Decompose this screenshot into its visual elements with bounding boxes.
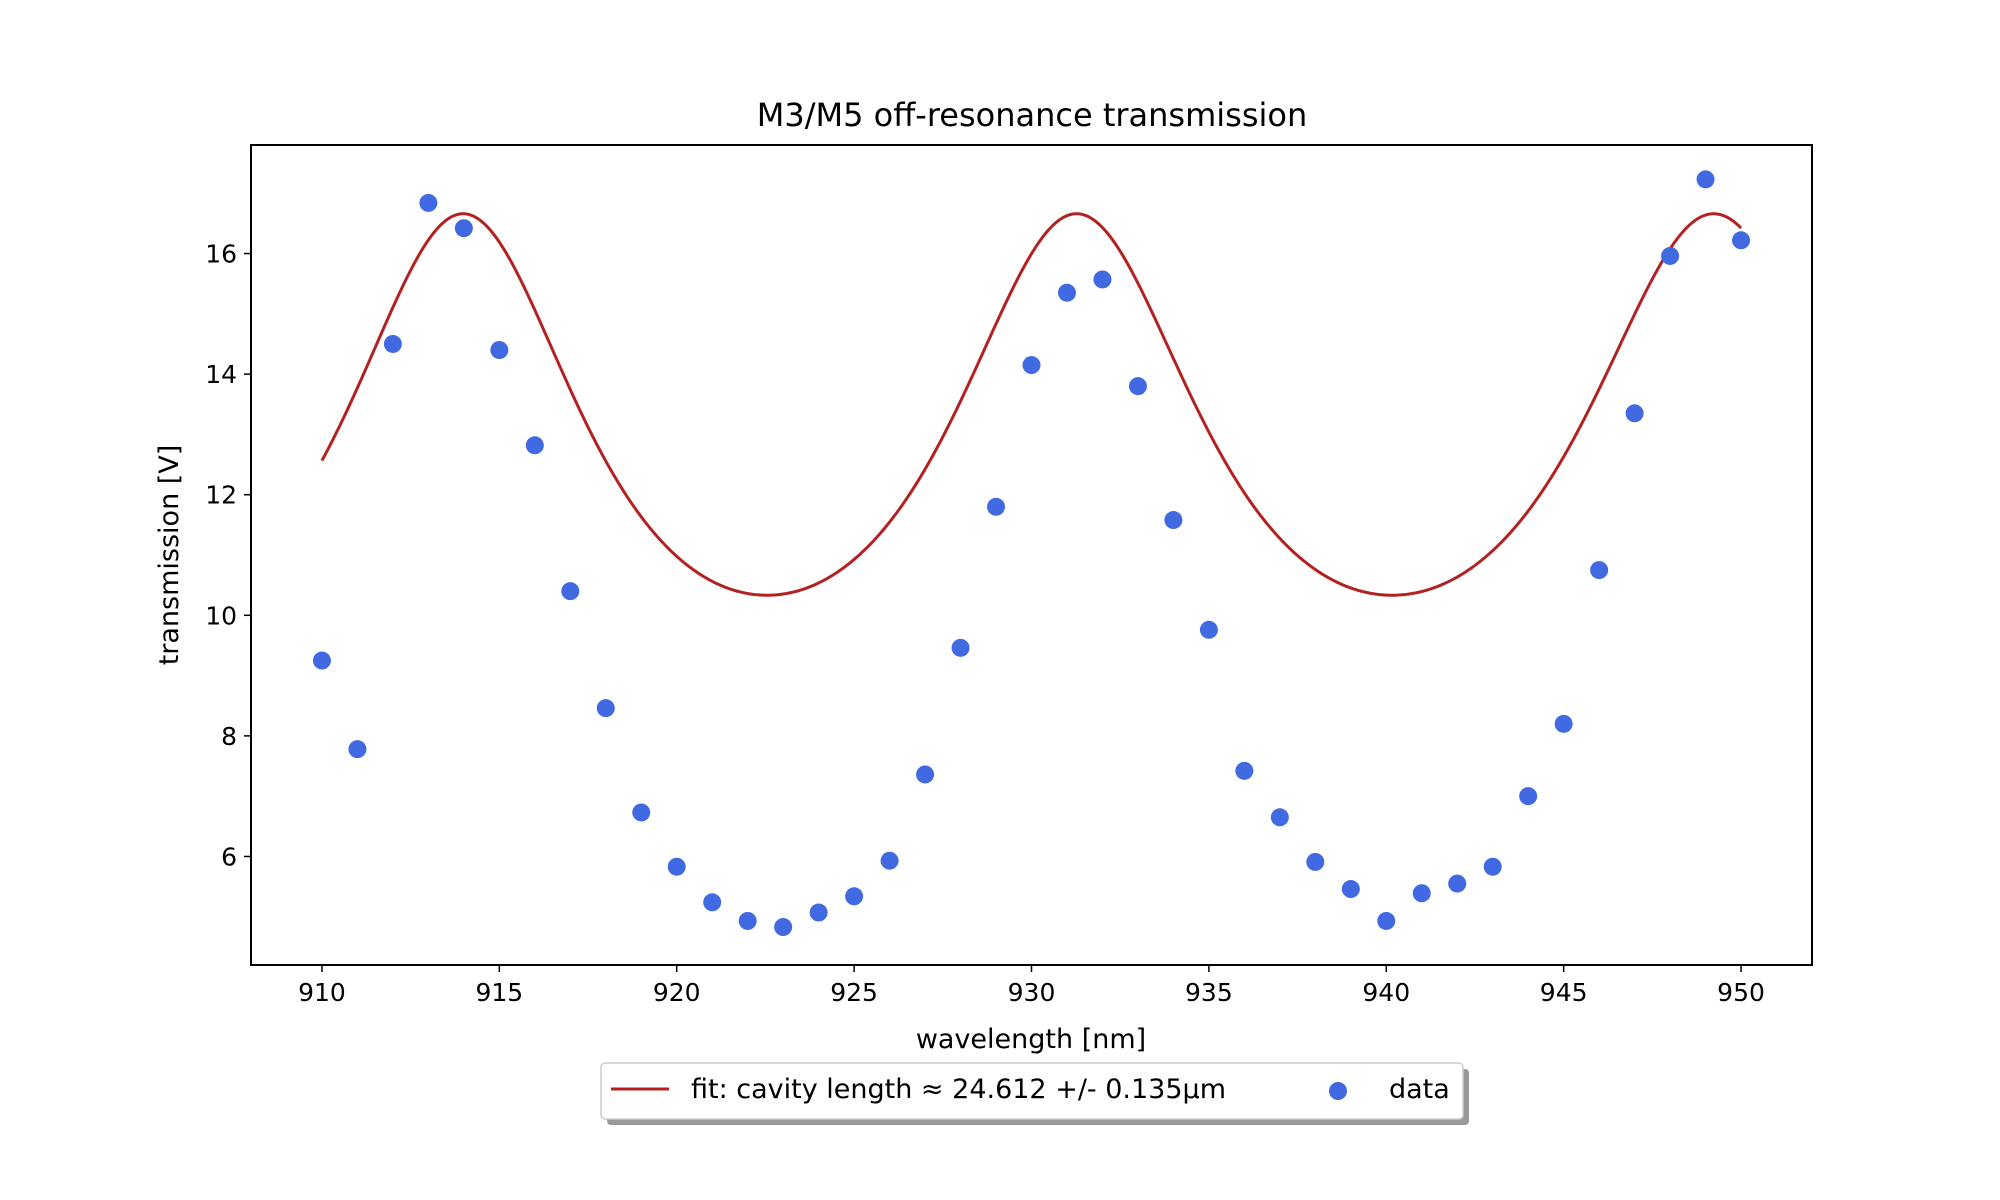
x-tick-label: 945 xyxy=(1540,978,1588,1007)
y-axis-label: transmission [V] xyxy=(154,445,185,666)
data-point xyxy=(1448,874,1467,893)
y-axis-ticks: 6 8 10 12 14 16 xyxy=(205,240,251,871)
data-point xyxy=(490,341,509,359)
data-point xyxy=(667,857,686,876)
data-point xyxy=(1341,880,1360,899)
data-point xyxy=(525,436,544,455)
y-tick-label: 6 xyxy=(221,842,237,871)
data-point xyxy=(1128,377,1147,396)
data-point xyxy=(1625,404,1644,423)
data-point xyxy=(809,903,828,922)
data-point xyxy=(703,893,722,912)
data-point xyxy=(738,911,757,930)
data-point xyxy=(1093,270,1112,289)
fit-curve xyxy=(320,212,1743,597)
data-point xyxy=(845,887,864,906)
data-point xyxy=(1554,714,1573,733)
data-point xyxy=(632,803,651,822)
x-axis-label: wavelength [nm] xyxy=(916,1024,1146,1055)
data-point xyxy=(1519,787,1538,806)
chart-title: M3/M5 off-resonance transmission xyxy=(757,96,1308,134)
data-point xyxy=(1732,231,1751,250)
x-tick-label: 925 xyxy=(830,978,878,1007)
fit-layer xyxy=(320,212,1743,597)
data-point xyxy=(383,334,402,353)
x-tick-label: 915 xyxy=(475,978,523,1007)
legend-data-label: data xyxy=(1389,1074,1450,1105)
data-point xyxy=(1696,170,1715,189)
data-point xyxy=(880,851,899,870)
y-tick-label: 10 xyxy=(205,601,237,630)
data-point xyxy=(1377,911,1396,930)
y-tick-label: 14 xyxy=(205,360,237,389)
data-point xyxy=(987,497,1006,516)
data-point xyxy=(951,638,970,657)
x-tick-label: 930 xyxy=(1008,978,1056,1007)
plot-area xyxy=(250,144,1813,966)
data-point xyxy=(596,699,615,718)
x-axis-ticks: 910 915 920 925 930 935 940 945 950 xyxy=(298,965,1765,1007)
legend-box xyxy=(600,1062,1464,1120)
data-point xyxy=(1412,884,1431,903)
plot-frame xyxy=(250,144,1813,966)
data-point xyxy=(916,765,935,784)
x-tick-label: 910 xyxy=(298,978,346,1007)
data-point xyxy=(312,651,331,670)
data-point xyxy=(1164,511,1183,530)
data-point xyxy=(1590,561,1609,580)
x-tick-label: 935 xyxy=(1185,978,1233,1007)
data-point xyxy=(1270,808,1289,827)
data-point xyxy=(419,193,438,212)
data-point xyxy=(1057,283,1076,302)
data-point xyxy=(1199,620,1218,639)
x-tick-label: 940 xyxy=(1362,978,1410,1007)
legend-fit-label: fit: cavity length ≈ 24.612 +/- 0.135µm xyxy=(691,1074,1226,1105)
data-point xyxy=(454,219,473,238)
x-tick-label: 950 xyxy=(1717,978,1765,1007)
data-point xyxy=(1661,246,1680,265)
legend: fit: cavity length ≈ 24.612 +/- 0.135µm … xyxy=(600,1062,1469,1125)
data-point xyxy=(1306,852,1325,871)
data-point xyxy=(1235,761,1254,780)
y-tick-label: 8 xyxy=(221,722,237,751)
data-point xyxy=(1022,356,1041,375)
x-tick-label: 920 xyxy=(653,978,701,1007)
y-tick-label: 16 xyxy=(205,240,237,269)
data-points xyxy=(312,170,1751,937)
data-point xyxy=(561,582,580,601)
y-tick-label: 12 xyxy=(205,481,237,510)
data-point xyxy=(348,740,367,759)
data-point xyxy=(774,918,793,937)
data-point xyxy=(1483,857,1502,876)
legend-data-marker xyxy=(1329,1082,1347,1100)
